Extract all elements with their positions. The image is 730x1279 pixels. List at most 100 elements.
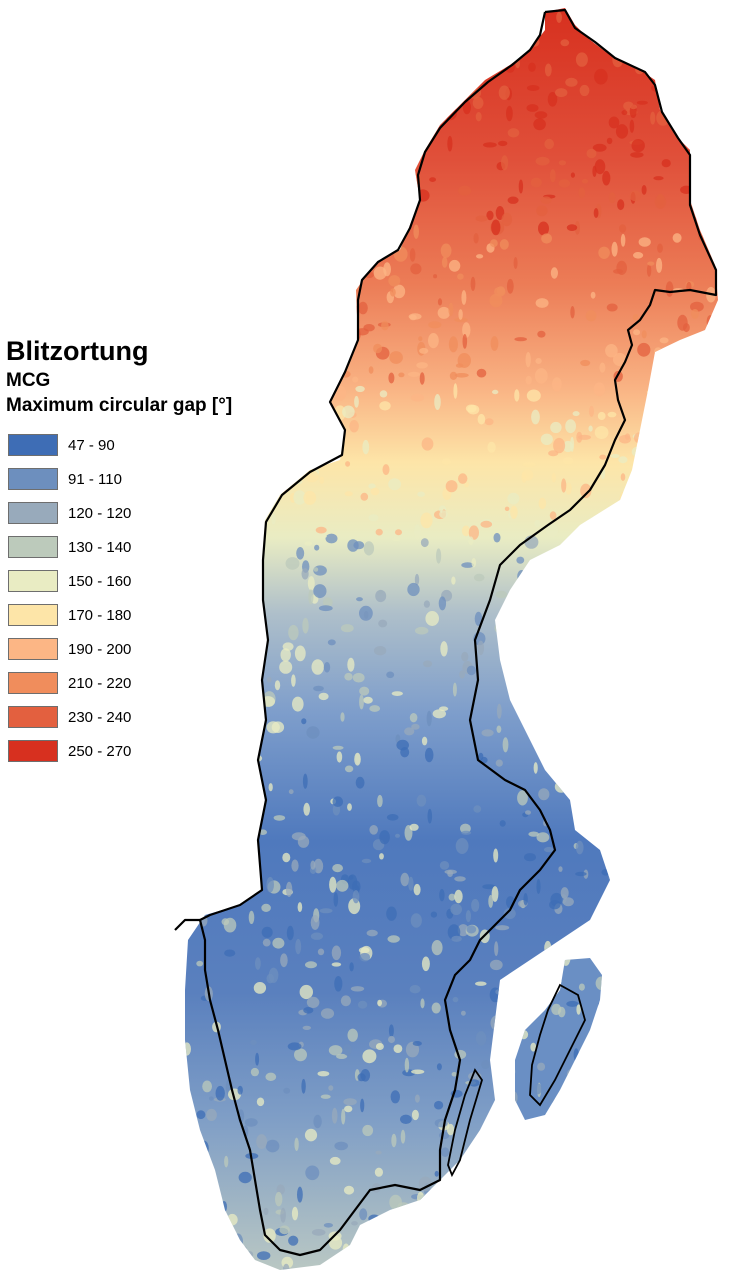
texture-blot [681,1078,687,1094]
texture-blot [400,872,410,887]
texture-blot [417,491,425,497]
texture-blot [341,251,350,258]
texture-blot [691,309,699,319]
texture-blot [416,362,428,369]
texture-blot [482,884,496,890]
texture-blot [677,99,690,116]
texture-blot [549,979,562,984]
texture-blot [297,902,303,913]
texture-blot [329,1156,341,1165]
texture-blot [525,375,532,385]
texture-blot [706,1003,714,1010]
texture-blot [570,1098,577,1104]
texture-blot [423,93,434,105]
texture-blot [644,1116,650,1126]
texture-blot [537,330,546,338]
texture-blot [534,368,548,384]
texture-blot [585,760,598,766]
texture-blot [627,1254,635,1268]
texture-blot [645,842,653,855]
texture-blot [517,570,526,583]
texture-blot [372,55,384,68]
texture-blot [405,24,412,39]
texture-blot [565,419,576,434]
texture-blot [678,369,684,375]
texture-blot [690,301,704,312]
texture-blot [658,41,668,46]
texture-blot [572,610,581,620]
texture-blot [519,649,527,661]
texture-blot [496,286,506,296]
texture-blot [568,1125,573,1131]
texture-blot [692,1054,703,1064]
texture-blot [414,524,421,540]
texture-blot [279,181,285,191]
texture-blot [419,372,425,385]
texture-blot [570,306,575,319]
texture-blot [414,1224,421,1234]
texture-blot [683,323,690,333]
texture-blot [591,601,601,617]
texture-blot [617,758,630,765]
texture-blot [299,984,313,1000]
legend-label: 210 - 220 [68,674,132,692]
texture-blot [265,1139,280,1153]
texture-blot [342,405,355,419]
texture-blot [578,1049,590,1059]
texture-blot [316,40,327,50]
texture-blot [349,63,360,72]
texture-blot [185,932,189,940]
texture-blot [702,1012,708,1021]
texture-blot [200,27,207,38]
texture-blot [329,186,343,198]
texture-blot [409,985,421,994]
texture-blot [698,717,707,722]
legend-item: 91 - 110 [6,462,316,496]
texture-blot [533,762,538,774]
texture-blot [687,377,691,387]
texture-blot [382,464,390,476]
texture-blot [549,511,557,520]
texture-blot [301,1078,306,1094]
texture-blot [409,823,419,831]
texture-blot [535,358,542,364]
texture-blot [537,1062,546,1071]
texture-blot [598,735,605,750]
texture-blot [423,660,433,668]
texture-blot [475,112,482,122]
texture-blot [536,635,545,640]
texture-blot [428,37,442,47]
texture-blot [689,81,696,93]
legend-item: 210 - 220 [6,666,316,700]
texture-blot [526,85,540,91]
texture-blot [327,446,334,457]
texture-blot [198,1157,209,1172]
texture-blot [316,335,329,344]
texture-blot [500,1228,510,1235]
texture-blot [525,352,531,368]
texture-blot [310,915,320,930]
texture-blot [496,725,502,733]
texture-blot [440,243,452,258]
texture-blot [504,10,512,18]
texture-blot [629,190,641,202]
texture-blot [349,139,354,148]
texture-blot [665,1101,676,1112]
texture-blot [490,239,498,248]
texture-blot [305,961,317,969]
texture-blot [366,929,378,937]
texture-blot [543,846,555,853]
texture-blot [404,1057,410,1073]
texture-blot [302,617,309,634]
texture-blot [476,1216,488,1233]
texture-blot [340,995,351,1007]
texture-blot [544,138,554,150]
texture-blot [629,840,634,848]
texture-blot [317,1071,330,1077]
texture-blot [565,482,572,495]
texture-blot [325,533,338,544]
texture-blot [462,322,471,338]
texture-blot [547,92,558,107]
texture-blot [589,1054,601,1071]
texture-blot [223,147,232,162]
